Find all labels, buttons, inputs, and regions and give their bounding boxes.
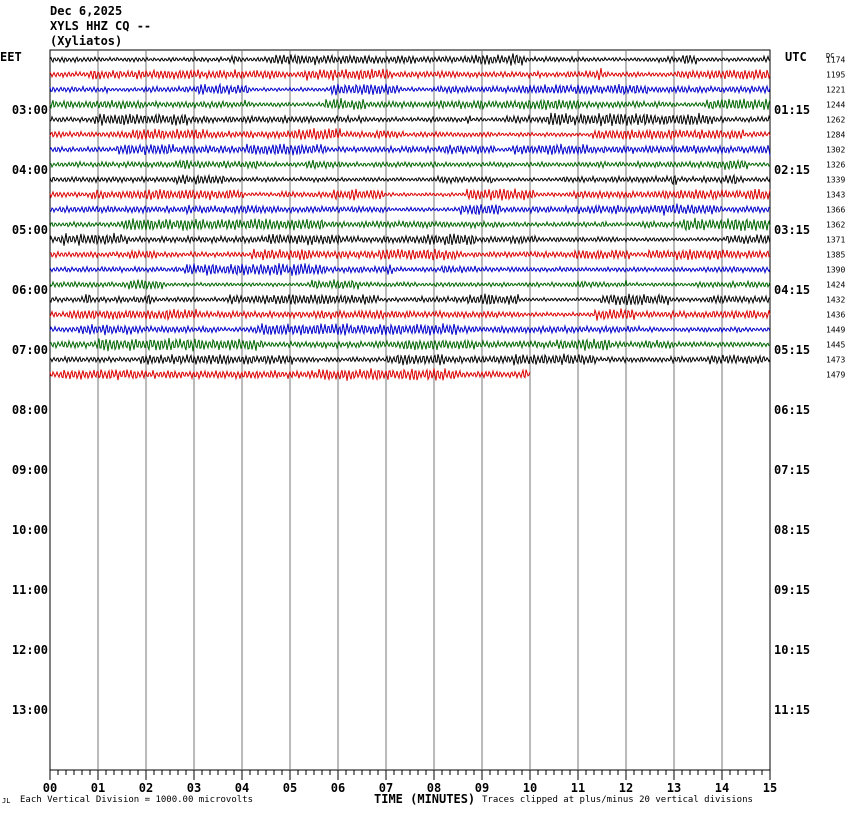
x-tick-label: 13 <box>667 781 681 795</box>
trace-row-3 <box>49 98 771 111</box>
dc-value-label: 1343 <box>826 191 845 200</box>
trace-row-18 <box>49 322 771 336</box>
utc-hour-label: 06:15 <box>774 403 810 417</box>
trace-row-14 <box>49 263 771 276</box>
x-tick-label: 05 <box>283 781 297 795</box>
trace-row-13 <box>49 248 771 261</box>
dc-value-label: 1436 <box>826 311 845 320</box>
trace-row-0 <box>49 53 771 66</box>
dc-value-label: 1262 <box>826 116 845 125</box>
trace-row-1 <box>49 68 771 81</box>
dc-value-label: 1432 <box>826 296 845 305</box>
x-tick-label: 14 <box>715 781 729 795</box>
eet-hour-label: 05:00 <box>12 223 48 237</box>
trace-row-2 <box>49 82 771 96</box>
trace-row-8 <box>49 173 771 186</box>
dc-value-label: 1174 <box>826 56 845 65</box>
trace-row-9 <box>49 188 771 201</box>
utc-hour-label: 11:15 <box>774 703 810 717</box>
utc-hour-label: 02:15 <box>774 163 810 177</box>
x-tick-label: 01 <box>91 781 105 795</box>
x-tick-label: 08 <box>427 781 441 795</box>
dc-value-label: 1390 <box>826 266 845 275</box>
trace-row-15 <box>49 279 771 291</box>
x-tick-label: 00 <box>43 781 57 795</box>
eet-hour-label: 11:00 <box>12 583 48 597</box>
trace-row-10 <box>49 203 771 216</box>
trace-row-11 <box>49 217 771 232</box>
utc-hour-label: 07:15 <box>774 463 810 477</box>
eet-hour-label: 07:00 <box>12 343 48 357</box>
x-tick-label: 15 <box>763 781 777 795</box>
utc-hour-label: 01:15 <box>774 103 810 117</box>
utc-axis-label: UTC <box>785 50 807 64</box>
eet-hour-label: 10:00 <box>12 523 48 537</box>
trace-row-6 <box>49 143 771 156</box>
dc-value-label: 1302 <box>826 146 845 155</box>
utc-hour-label: 08:15 <box>774 523 810 537</box>
dc-axis-label: DC <box>826 52 834 60</box>
eet-hour-label: 03:00 <box>12 103 48 117</box>
x-tick-label: 03 <box>187 781 201 795</box>
eet-hour-label: 08:00 <box>12 403 48 417</box>
trace-row-21 <box>49 367 531 382</box>
dc-value-label: 1371 <box>826 236 845 245</box>
channel-label: XYLS HHZ CQ -- <box>50 19 152 33</box>
x-tick-label: 12 <box>619 781 633 795</box>
eet-hour-label: 13:00 <box>12 703 48 717</box>
trace-row-17 <box>49 308 771 322</box>
x-tick-label: 10 <box>523 781 537 795</box>
dc-value-label: 1339 <box>826 176 845 185</box>
utc-hour-label: 04:15 <box>774 283 810 297</box>
plot-frame <box>49 49 771 771</box>
dc-value-label: 1284 <box>826 131 845 140</box>
utc-hour-label: 03:15 <box>774 223 810 237</box>
trace-row-20 <box>49 353 771 366</box>
dc-value-label: 1479 <box>826 371 845 380</box>
trace-row-7 <box>49 158 771 171</box>
x-tick-label: 06 <box>331 781 345 795</box>
scale-note: Each Vertical Division = 1000.00 microvo… <box>20 795 253 805</box>
utc-hour-label: 05:15 <box>774 343 810 357</box>
x-axis-label: TIME (MINUTES) <box>374 792 476 806</box>
dc-value-label: 1445 <box>826 341 845 350</box>
corner-mark: JL <box>2 797 11 805</box>
trace-row-12 <box>49 232 771 246</box>
dc-value-label: 1362 <box>826 221 845 230</box>
utc-hour-label: 09:15 <box>774 583 810 597</box>
trace-row-5 <box>49 128 771 141</box>
utc-hour-label: 10:15 <box>774 643 810 657</box>
dc-value-label: 1385 <box>826 251 845 260</box>
dc-value-label: 1244 <box>826 101 845 110</box>
eet-axis-label: EET <box>0 50 22 64</box>
trace-row-19 <box>49 337 771 352</box>
dc-value-label: 1326 <box>826 161 845 170</box>
dc-value-label: 1424 <box>826 281 845 290</box>
x-tick-label: 07 <box>379 781 393 795</box>
trace-row-16 <box>49 293 771 306</box>
x-tick-label: 11 <box>571 781 585 795</box>
clip-note: Traces clipped at plus/minus 20 vertical… <box>482 795 753 805</box>
dc-value-label: 1221 <box>826 86 845 95</box>
eet-hour-label: 04:00 <box>12 163 48 177</box>
eet-hour-label: 06:00 <box>12 283 48 297</box>
station-label: (Xyliatos) <box>50 34 123 48</box>
trace-row-4 <box>49 112 771 127</box>
eet-hour-label: 12:00 <box>12 643 48 657</box>
eet-hour-label: 09:00 <box>12 463 48 477</box>
plot-date: Dec 6,2025 <box>50 4 123 18</box>
x-tick-label: 09 <box>475 781 489 795</box>
x-tick-label: 04 <box>235 781 249 795</box>
dc-value-label: 1449 <box>826 326 845 335</box>
dc-value-label: 1473 <box>826 356 845 365</box>
dc-value-label: 1195 <box>826 71 845 80</box>
x-tick-label: 02 <box>139 781 153 795</box>
dc-value-label: 1366 <box>826 206 845 215</box>
